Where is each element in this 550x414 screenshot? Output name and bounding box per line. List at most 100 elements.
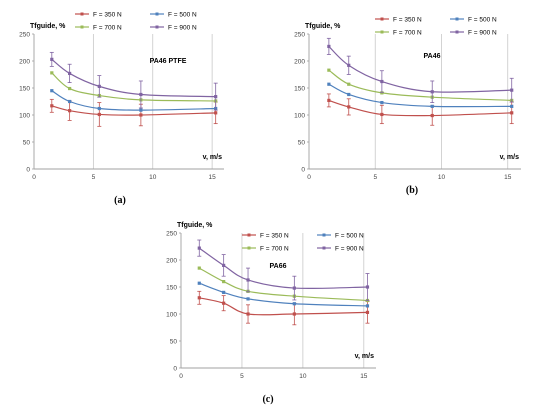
data-point [365, 285, 370, 289]
legend-marker [247, 233, 251, 237]
legend-marker [247, 246, 251, 250]
data-point [50, 89, 54, 93]
x-tick-label: 5 [373, 174, 377, 181]
data-point [347, 92, 351, 97]
x-tick-label: 15 [209, 174, 217, 181]
data-point [380, 112, 384, 117]
y-tick-label: 150 [166, 284, 177, 291]
x-axis-label: v, m/s [500, 154, 519, 161]
data-point [347, 105, 351, 109]
data-point [50, 57, 54, 61]
y-axis-label: Tfguide, % [305, 23, 341, 30]
y-tick-label: 50 [298, 139, 306, 146]
data-point [430, 113, 434, 118]
data-point [327, 68, 331, 72]
data-point [68, 86, 72, 91]
x-tick-label: 0 [32, 174, 36, 181]
data-point [68, 109, 72, 113]
data-point [365, 304, 370, 308]
x-tick-label: 0 [307, 174, 311, 181]
data-point [246, 297, 250, 301]
series-line-3 [328, 69, 512, 102]
legend-label: F = 500 N [468, 16, 497, 23]
data-point [347, 63, 351, 67]
data-point [139, 92, 143, 97]
y-tick-label: 150 [294, 85, 305, 92]
data-point [246, 312, 250, 316]
legend-label: F = 350 N [93, 11, 122, 18]
material-annotation: PA46 PTFE [150, 58, 187, 65]
data-point [327, 82, 331, 86]
y-tick-label: 150 [19, 85, 30, 92]
data-point [139, 108, 143, 112]
data-point [430, 104, 434, 108]
legend-label: F = 900 N [468, 29, 497, 36]
series-line-1 [199, 297, 368, 316]
panel-caption: (c) [262, 394, 273, 405]
legend-label: F = 700 N [393, 29, 422, 36]
data-point [327, 98, 331, 103]
data-point [222, 280, 226, 284]
data-point [347, 82, 351, 86]
legend-marker [155, 12, 159, 16]
legend-label: F = 700 N [93, 24, 122, 31]
series-line-4 [328, 45, 512, 93]
legend-marker [80, 25, 84, 29]
data-point [222, 301, 226, 305]
data-point [292, 302, 296, 306]
data-point [68, 99, 72, 104]
data-point [380, 100, 384, 105]
data-point [327, 44, 331, 49]
y-tick-label: 250 [166, 230, 177, 237]
y-tick-label: 250 [19, 31, 30, 38]
x-tick-label: 15 [504, 174, 512, 181]
chart-panel-a: 0 50 100 150 200 250 0 5 10 15 Tfguide, % v, m/s PA4… [19, 11, 224, 206]
data-point [430, 90, 434, 94]
y-tick-label: 250 [294, 31, 305, 38]
data-point [510, 88, 514, 92]
y-tick-label: 0 [173, 365, 177, 372]
y-tick-label: 0 [26, 166, 30, 173]
data-point [246, 278, 250, 282]
y-tick-label: 200 [19, 58, 30, 65]
legend-label: F = 350 N [260, 232, 289, 239]
data-point [510, 111, 514, 115]
x-axis-label: v, m/s [355, 353, 374, 360]
y-tick-label: 200 [294, 58, 305, 65]
x-axis-label: v, m/s [203, 154, 222, 161]
data-point [510, 104, 514, 108]
x-tick-label: 15 [360, 373, 368, 380]
legend-marker [322, 246, 326, 250]
x-tick-label: 10 [149, 174, 157, 181]
data-point [68, 71, 72, 76]
panel-caption: (a) [114, 195, 126, 206]
legend-marker [80, 12, 84, 16]
legend-marker [455, 17, 459, 21]
legend-label: F = 500 N [335, 232, 364, 239]
legend-label: F = 900 N [335, 245, 364, 252]
y-tick-label: 200 [166, 257, 177, 264]
data-point [222, 263, 226, 267]
y-tick-label: 100 [19, 112, 30, 119]
legend-label: F = 350 N [393, 16, 422, 23]
chart-panel-b: 0 50 100 150 200 250 0 5 10 15 Tfguide, % v, m/s PA4… [294, 16, 521, 196]
legend-marker [380, 30, 384, 34]
x-tick-label: 5 [92, 174, 96, 181]
material-annotation: PA46 [424, 53, 441, 60]
series-line-1 [328, 99, 512, 117]
data-point [222, 290, 226, 294]
data-point [50, 71, 54, 75]
legend-label: F = 900 N [168, 24, 197, 31]
y-tick-label: 50 [170, 338, 178, 345]
material-annotation: PA66 [270, 263, 287, 270]
x-tick-label: 5 [240, 373, 244, 380]
data-point [50, 104, 54, 108]
data-point [197, 296, 201, 300]
data-point [197, 246, 201, 250]
data-point [380, 91, 384, 95]
data-point [97, 84, 101, 88]
legend-marker [380, 17, 384, 21]
x-tick-label: 0 [179, 373, 183, 380]
y-axis-label: Tfguide, % [30, 23, 66, 30]
